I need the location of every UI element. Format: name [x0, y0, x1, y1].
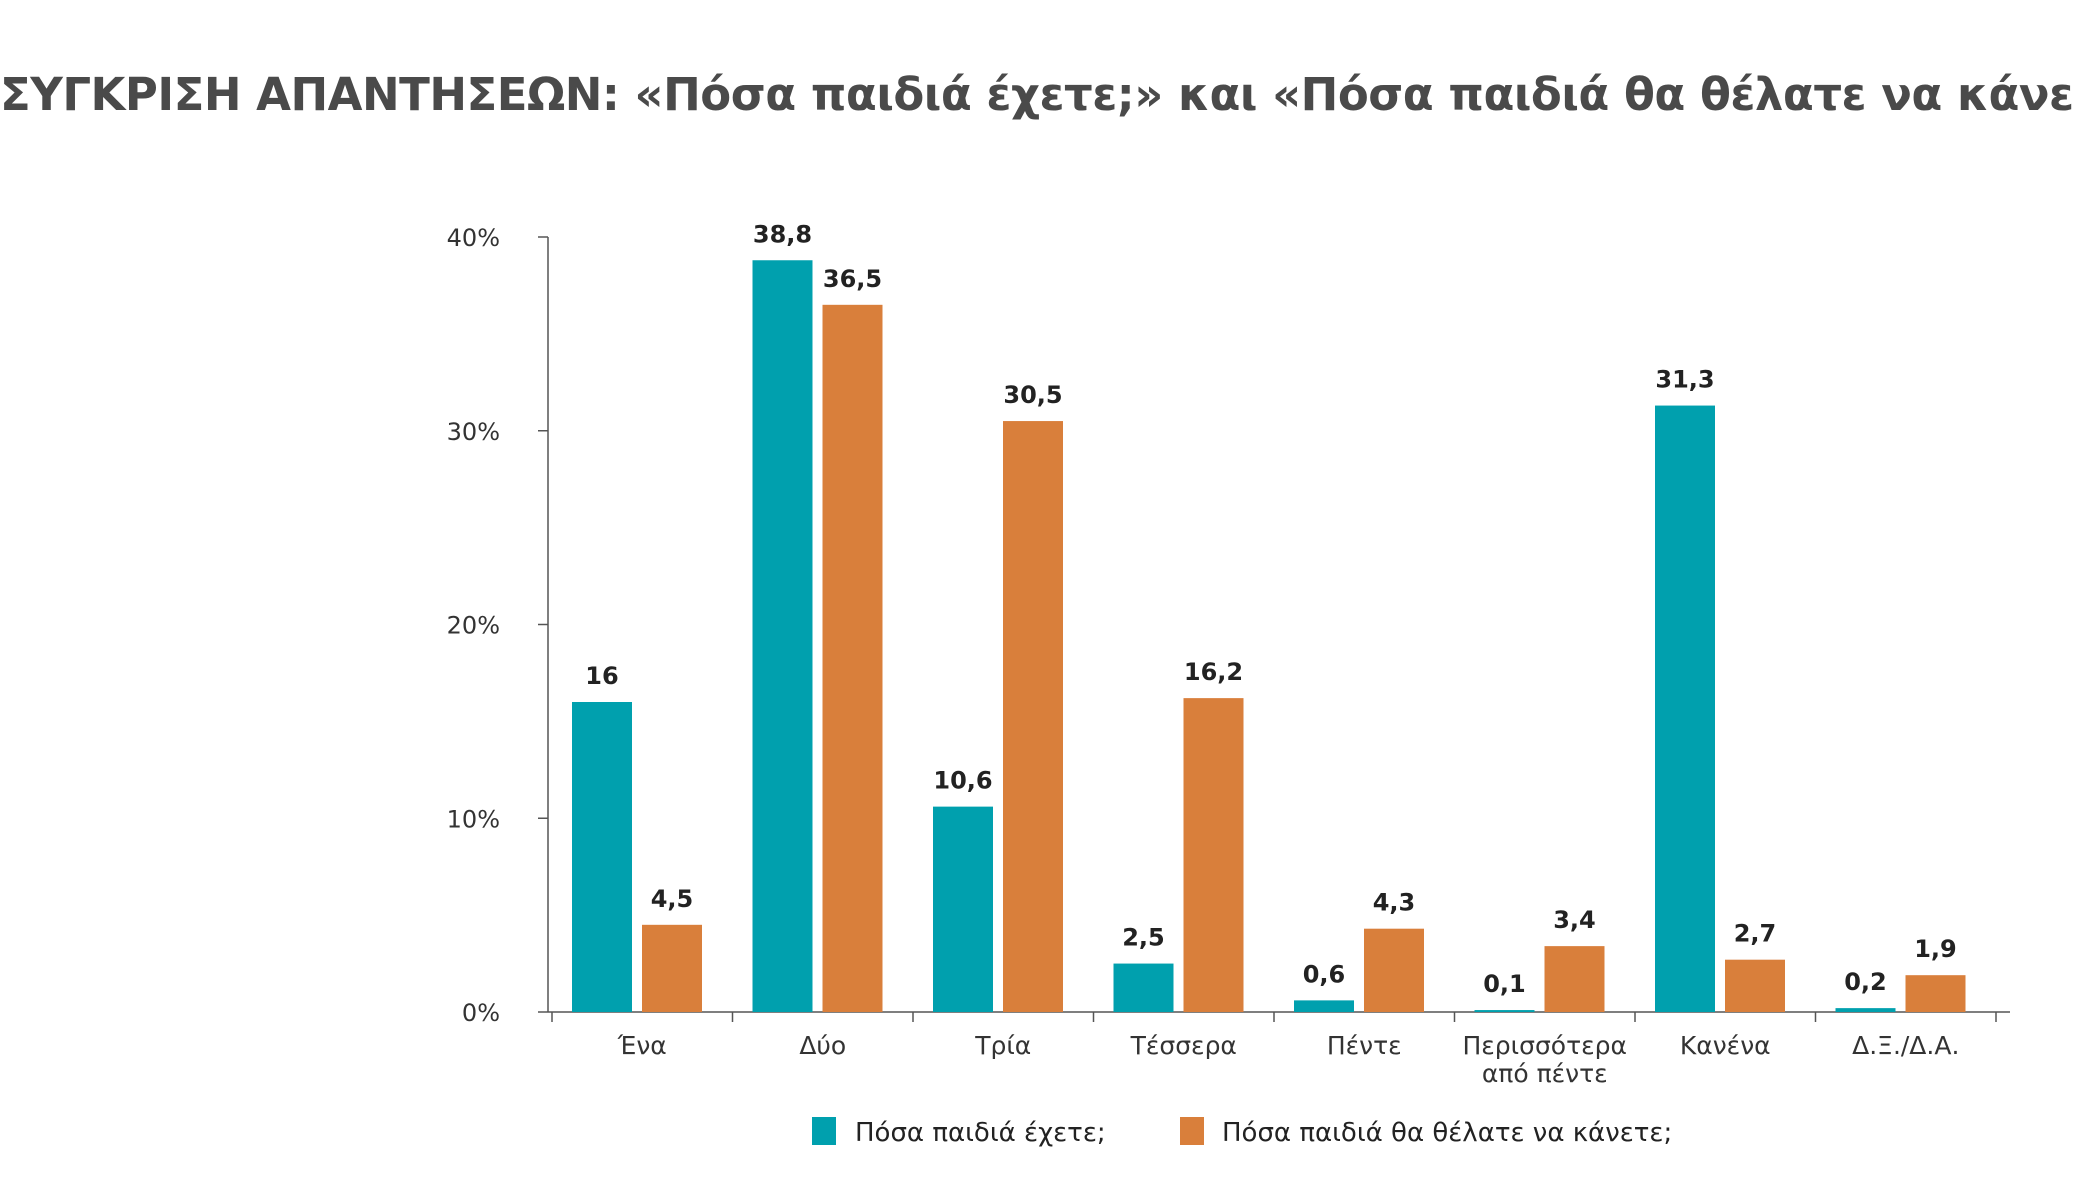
category-label: Πέντε: [1327, 1031, 1402, 1060]
data-label: 16: [585, 662, 618, 690]
bar-series-1: [1655, 405, 1715, 1012]
legend-swatch-series-2: [1180, 1117, 1204, 1145]
category-label: Δ.Ξ./Δ.Α.: [1852, 1031, 1959, 1060]
bar-series-2: [1905, 975, 1966, 1012]
bar-series-2: [1364, 928, 1424, 1012]
category-label: Ένα: [617, 1031, 667, 1060]
data-label: 31,3: [1655, 366, 1714, 394]
category-label: Τρία: [974, 1031, 1031, 1060]
y-tick-label: 30%: [447, 418, 500, 446]
labels-layer: Ένα Δύο Τρία Τέσσερα Πέντε Περισσότερα από πέν…: [585, 220, 1959, 1088]
data-label: 16,2: [1184, 658, 1243, 686]
bar-series-2: [642, 924, 702, 1012]
bar-series-1: [933, 806, 993, 1012]
data-label: 0,2: [1844, 968, 1887, 996]
bar-series-1: [1294, 1000, 1354, 1012]
y-tick-label: 20%: [447, 612, 500, 640]
data-label: 4,5: [651, 885, 694, 913]
bar-series-1: [1113, 963, 1174, 1012]
data-label: 0,6: [1303, 960, 1346, 988]
bar-series-2: [1544, 946, 1605, 1012]
bar-series-2: [822, 304, 883, 1012]
category-label: Τέσσερα: [1130, 1031, 1237, 1060]
legend-label-series-2: Πόσα παιδιά θα θέλατε να κάνετε;: [1222, 1118, 1672, 1148]
category-label: Περισσότερα από πέντε: [1462, 1031, 1627, 1088]
data-label: 38,8: [753, 220, 812, 248]
bar-series-1: [1474, 1010, 1535, 1012]
data-label: 1,9: [1914, 935, 1957, 963]
bar-series-1: [752, 260, 813, 1012]
bar-series-2: [1725, 959, 1785, 1012]
data-label: 36,5: [823, 265, 882, 293]
category-label: Κανένα: [1680, 1031, 1771, 1060]
y-tick-label: 40%: [447, 224, 500, 252]
y-tick-label: 10%: [447, 805, 500, 833]
chart-title: ΣΥΓΚΡΙΣΗ ΑΠΑΝΤΗΣΕΩΝ: «Πόσα παιδιά έχετε;…: [0, 68, 2073, 121]
bar-series-2: [1183, 698, 1244, 1012]
legend-label-series-1: Πόσα παιδιά έχετε;: [855, 1118, 1106, 1148]
legend: Πόσα παιδιά έχετε; Πόσα παιδιά θα θέλατε …: [812, 1117, 1672, 1148]
data-label: 0,1: [1483, 970, 1526, 998]
category-label: Δύο: [799, 1031, 846, 1060]
data-label: 30,5: [1003, 381, 1062, 409]
data-label: 3,4: [1553, 906, 1596, 934]
y-tick-label: 0%: [462, 999, 500, 1027]
bar-series-2: [1003, 421, 1063, 1012]
legend-swatch-series-1: [812, 1117, 836, 1145]
data-label: 4,3: [1373, 889, 1416, 917]
bars-layer: [572, 260, 1966, 1012]
data-label: 2,5: [1122, 924, 1165, 952]
data-label: 2,7: [1734, 920, 1777, 948]
bar-series-1: [1835, 1008, 1896, 1012]
data-label: 10,6: [933, 767, 992, 795]
bar-series-1: [572, 702, 632, 1012]
